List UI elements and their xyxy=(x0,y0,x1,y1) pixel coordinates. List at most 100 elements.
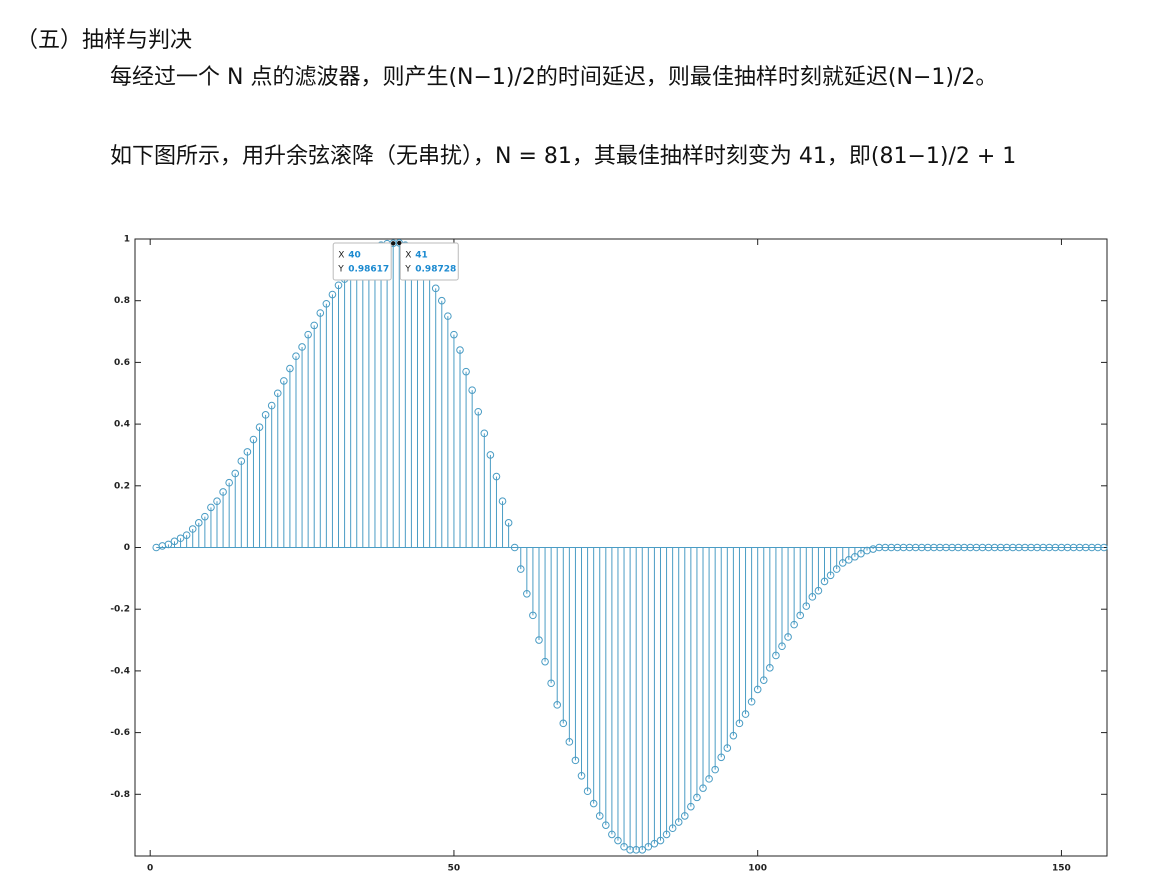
stem-marker xyxy=(571,756,580,765)
stem-marker xyxy=(589,799,598,808)
stem-marker xyxy=(911,543,920,552)
stem-marker xyxy=(899,543,908,552)
stem-marker xyxy=(1009,543,1017,552)
stem-marker xyxy=(753,685,762,694)
y-tick-label: 0 xyxy=(124,543,130,553)
stem-marker xyxy=(1094,543,1102,552)
stem-marker xyxy=(832,565,841,573)
stem-marker xyxy=(316,309,325,317)
stem-marker xyxy=(1045,543,1054,552)
stem-marker xyxy=(310,321,319,330)
stem-marker xyxy=(638,846,647,854)
stem-marker xyxy=(674,818,683,826)
stem-marker xyxy=(523,589,531,598)
stem-marker xyxy=(845,556,853,564)
stem-marker xyxy=(286,364,294,373)
stem-marker xyxy=(614,836,622,845)
stem-marker xyxy=(261,411,270,419)
datatip-value: 40 xyxy=(348,251,361,261)
stem-marker xyxy=(176,534,185,543)
stem-marker xyxy=(468,386,476,394)
y-tick-label: 0.8 xyxy=(114,296,130,306)
stem-marker xyxy=(431,284,440,293)
y-tick-label: -0.8 xyxy=(110,790,130,800)
stem-marker xyxy=(705,775,713,783)
stem-marker xyxy=(225,478,233,487)
stem-marker xyxy=(984,543,993,552)
datatip-label: Y xyxy=(337,265,344,275)
stem-marker xyxy=(1088,543,1096,552)
stem-marker xyxy=(237,457,246,465)
stem-marker xyxy=(474,407,483,416)
stem-marker xyxy=(480,429,489,438)
datatip-dot xyxy=(390,241,396,246)
stem-marker xyxy=(954,543,962,552)
stem-marker xyxy=(201,512,209,521)
stem-marker xyxy=(917,543,926,552)
stem-marker xyxy=(741,710,750,718)
stem-marker xyxy=(504,519,513,527)
stem-marker xyxy=(577,771,586,780)
stem-marker xyxy=(662,830,671,839)
stem-marker xyxy=(996,543,1005,552)
stem-marker xyxy=(553,701,562,709)
stem-marker xyxy=(826,571,835,580)
y-tick-label: -0.2 xyxy=(110,605,130,615)
x-tick-label: 50 xyxy=(448,864,461,874)
stem-marker xyxy=(547,679,555,688)
stem-marker xyxy=(1039,543,1048,552)
stem-marker xyxy=(778,642,786,651)
datatip-box xyxy=(399,242,459,281)
y-tick-label: -0.4 xyxy=(110,666,130,676)
datatip-label: X xyxy=(338,251,344,261)
stem-marker xyxy=(784,633,792,641)
stem-marker xyxy=(188,525,197,533)
stem-marker xyxy=(328,290,337,299)
stem-marker xyxy=(729,731,738,740)
stem-marker xyxy=(462,367,470,376)
stem-marker xyxy=(529,611,537,620)
stem-marker xyxy=(693,793,701,802)
stem-marker xyxy=(990,543,999,552)
y-tick-label: 0.4 xyxy=(114,420,130,430)
stem-marker xyxy=(1015,543,1023,552)
datatip: X 40 Y 0.98617 xyxy=(332,241,396,281)
stem-marker xyxy=(626,846,634,854)
stem-marker xyxy=(510,543,519,552)
stem-marker xyxy=(936,543,944,552)
stem-marker xyxy=(893,543,902,552)
stem-marker xyxy=(723,744,732,752)
stem-marker xyxy=(298,343,306,351)
stem-marker xyxy=(541,657,549,666)
datatip-label: X xyxy=(405,251,411,261)
stem-marker xyxy=(273,389,282,398)
stem-marker xyxy=(1027,543,1035,552)
stem-marker xyxy=(1002,543,1011,552)
stem-marker xyxy=(1069,543,1078,552)
stem-marker xyxy=(486,451,495,459)
stem-marker xyxy=(972,543,981,552)
stem-marker xyxy=(450,330,458,339)
stem-marker xyxy=(304,330,312,339)
stem-marker xyxy=(747,697,756,706)
stem-marker xyxy=(255,423,264,431)
stem-marker xyxy=(905,543,914,552)
stem-marker xyxy=(1021,543,1029,552)
stem-marker xyxy=(1057,543,1066,552)
stem-marker xyxy=(851,552,859,561)
stem-marker xyxy=(207,503,215,512)
stem-marker xyxy=(456,346,464,354)
stem-marker xyxy=(231,469,240,478)
stem-marker xyxy=(1075,543,1084,552)
stem-marker xyxy=(644,842,653,851)
stem-marker xyxy=(1033,543,1041,552)
stem-marker xyxy=(267,401,276,410)
stem-marker xyxy=(711,765,719,774)
paragraph: 每经过一个 N 点的滤波器，则产生(N−1)/2的时间延迟，则最佳抽样时刻就延迟… xyxy=(110,65,998,90)
datatip-box xyxy=(332,242,392,281)
stem-marker xyxy=(881,543,890,552)
stem-marker xyxy=(759,676,768,684)
stem-marker xyxy=(875,543,883,552)
